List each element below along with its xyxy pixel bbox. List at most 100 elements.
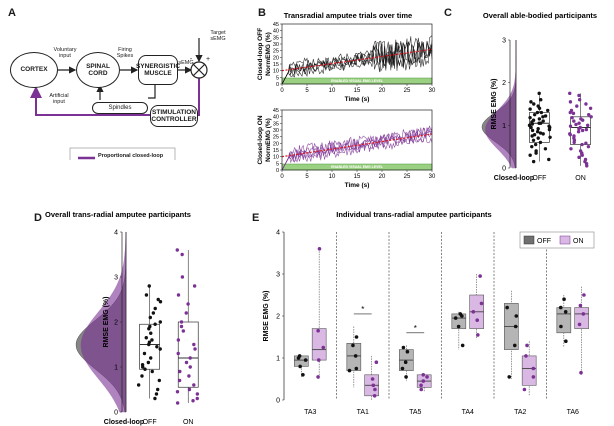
data-point-d-off	[153, 306, 157, 311]
voluntary-input-label: Voluntary input	[53, 47, 77, 60]
data-point-c-off	[541, 119, 545, 123]
data-point-c-on	[575, 104, 579, 108]
data-point-c-off	[538, 140, 543, 145]
data-point-d-on	[192, 342, 196, 347]
category-label-ta5: TA5	[409, 409, 421, 416]
data-point-e-ta5-off	[403, 360, 408, 364]
x-tick-label-b2: 5	[305, 174, 309, 180]
density-on-d	[80, 231, 127, 413]
category-label-d-off: OFF	[143, 419, 157, 426]
data-point-e-ta3-off	[296, 356, 301, 360]
data-point-d-on	[175, 390, 180, 394]
y-tick-label-b2: 5	[276, 161, 279, 167]
y-axis-label-b2-line1: Closed-loop ON	[257, 115, 264, 164]
data-point-c-off	[541, 115, 545, 119]
data-point-c-on	[572, 140, 576, 145]
y-tick-label-b2: 10	[273, 155, 279, 161]
data-point-e-ta1-off	[347, 368, 352, 373]
data-point-d-off	[149, 331, 153, 335]
density-on-c	[485, 40, 517, 169]
data-point-c-on	[577, 121, 581, 125]
data-point-c-off	[537, 121, 541, 125]
y-axis-label-d: RMSE EMG (%)	[103, 297, 110, 348]
data-point-c-off	[535, 130, 540, 134]
data-point-e-ta2-off	[513, 324, 518, 329]
data-point-d-off	[147, 342, 151, 347]
data-point-c-off	[538, 131, 543, 135]
data-point-c-off	[547, 157, 551, 162]
density-label-d: Closed-loop	[104, 419, 144, 426]
data-point-e-ta6-on	[578, 303, 583, 308]
muscle-to-spindles-line	[148, 85, 156, 99]
data-point-d-off	[155, 345, 159, 349]
data-point-c-off	[531, 159, 536, 164]
data-point-c-on	[584, 141, 588, 145]
category-label-ta2: TA2	[514, 409, 526, 416]
data-point-c-on	[580, 142, 584, 147]
data-point-e-ta1-off	[351, 343, 355, 348]
data-point-c-on	[574, 122, 578, 127]
y-tick-label-e: 0	[276, 398, 280, 405]
box-e-ta3-on	[311, 328, 327, 361]
category-label-ta1: TA1	[357, 409, 369, 416]
data-point-d-off	[158, 320, 162, 324]
data-point-c-on	[585, 164, 589, 168]
data-point-d-off	[140, 374, 144, 378]
data-point-e-ta1-on	[373, 387, 377, 392]
data-point-c-off	[529, 100, 533, 104]
y-tick-label-b1: 20	[273, 55, 279, 61]
panel-letter-a: A	[8, 7, 16, 19]
panel-d: D Overall trans-radial amputee participa…	[0, 200, 224, 426]
data-point-d-on	[176, 351, 180, 356]
data-point-e-ta6-on	[577, 322, 582, 327]
data-point-e-ta5-off	[400, 366, 405, 371]
data-point-d-off	[150, 338, 154, 342]
trial-line-2-5	[281, 125, 433, 171]
y-tick-label-b1: 30	[273, 42, 279, 48]
data-point-d-on	[177, 378, 182, 383]
data-point-c-off	[537, 91, 541, 96]
data-point-c-on	[587, 112, 591, 117]
data-point-e-ta4-off	[460, 314, 464, 318]
semg-label: sEMG	[178, 60, 194, 66]
x-tick-label-b2: 25	[404, 174, 411, 180]
data-point-e-ta1-off	[354, 366, 359, 371]
legend-label-on: ON	[573, 238, 584, 245]
y-axis-label-e: RMSE EMG (%)	[263, 291, 270, 342]
data-point-d-on	[192, 284, 197, 288]
density-label-c: Closed-loop	[494, 175, 534, 182]
data-point-e-ta2-on	[531, 366, 536, 371]
data-point-d-off	[144, 293, 149, 297]
data-point-e-ta2-off	[505, 305, 509, 310]
trial-line-1-4	[281, 35, 433, 85]
data-point-c-on	[568, 133, 572, 137]
data-point-e-ta1-on	[371, 383, 376, 388]
data-point-d-off	[157, 378, 162, 383]
data-point-d-off	[147, 327, 151, 331]
data-point-c-off	[529, 125, 533, 130]
y-tick-label-b2: 15	[273, 148, 279, 154]
data-point-c-on	[568, 124, 573, 128]
chart-c-title: Overall able-bodied participants	[483, 11, 597, 20]
x-tick-label-b1: 15	[354, 88, 361, 94]
data-point-e-ta2-on	[525, 343, 529, 348]
data-point-d-on	[175, 401, 180, 405]
data-point-c-on	[584, 127, 589, 132]
data-point-d-on	[175, 248, 179, 252]
legend-label-off: OFF	[537, 238, 551, 245]
data-point-d-on	[179, 324, 184, 329]
category-label-c-off: OFF	[532, 175, 546, 182]
data-point-c-on	[568, 100, 573, 104]
x-tick-label-b1: 0	[280, 88, 284, 94]
box-e-ta6-on	[574, 307, 589, 329]
legend-swatch-on	[559, 235, 571, 245]
data-point-e-ta3-on	[321, 345, 326, 350]
data-point-c-off	[536, 127, 540, 131]
block-diagram-connectors	[0, 38, 208, 160]
data-point-e-ta2-off	[512, 343, 517, 348]
sig-marker-ta5: *	[414, 324, 417, 333]
data-point-e-ta1-on	[374, 360, 379, 364]
y-tick-label-b2: 45	[273, 108, 279, 114]
data-point-d-on	[191, 399, 195, 403]
data-point-d-on	[176, 338, 181, 342]
